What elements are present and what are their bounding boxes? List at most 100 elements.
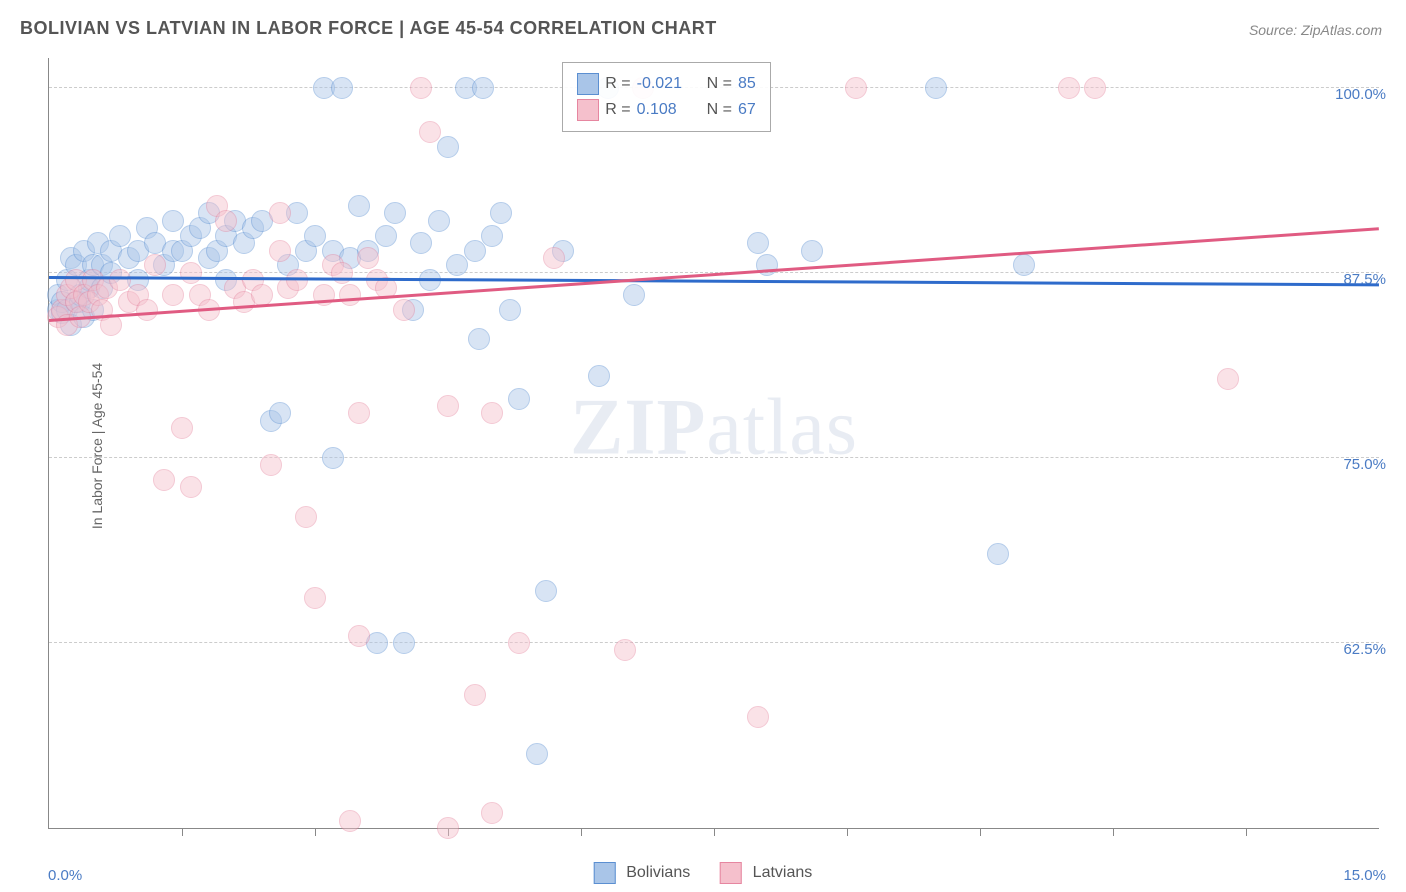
n-value: 67: [738, 101, 756, 119]
r-label: R =: [605, 101, 630, 119]
n-label: N =: [707, 75, 732, 93]
point-bolivian: [410, 232, 432, 254]
point-bolivian: [588, 365, 610, 387]
x-tick: [1246, 828, 1247, 836]
chart-title: BOLIVIAN VS LATVIAN IN LABOR FORCE | AGE…: [20, 18, 717, 39]
n-label: N =: [707, 101, 732, 119]
point-latvian: [269, 240, 291, 262]
bottom-legend: Bolivians Latvians: [594, 862, 813, 884]
point-bolivian: [747, 232, 769, 254]
point-latvian: [171, 417, 193, 439]
point-latvian: [393, 299, 415, 321]
point-latvian: [348, 625, 370, 647]
x-tick: [847, 828, 848, 836]
point-latvian: [295, 506, 317, 528]
legend-swatch: [577, 99, 599, 121]
stats-legend-row: R = -0.021 N = 85: [577, 71, 755, 97]
point-bolivian: [446, 254, 468, 276]
point-latvian: [215, 210, 237, 232]
point-latvian: [269, 202, 291, 224]
point-bolivian: [925, 77, 947, 99]
point-bolivian: [481, 225, 503, 247]
watermark-atlas: atlas: [706, 383, 858, 471]
gridline-h: [49, 642, 1379, 643]
point-latvian: [614, 639, 636, 661]
point-bolivian: [756, 254, 778, 276]
point-latvian: [260, 454, 282, 476]
plot-area: ZIPatlas: [48, 58, 1379, 829]
point-latvian: [508, 632, 530, 654]
source-label: Source: ZipAtlas.com: [1249, 22, 1382, 38]
point-latvian: [845, 77, 867, 99]
point-latvian: [144, 254, 166, 276]
point-latvian: [180, 476, 202, 498]
point-bolivian: [526, 743, 548, 765]
x-tick: [980, 828, 981, 836]
point-bolivian: [1013, 254, 1035, 276]
x-tick: [182, 828, 183, 836]
point-latvian: [304, 587, 326, 609]
n-value: 85: [738, 75, 756, 93]
r-value: 0.108: [637, 101, 691, 119]
chart-container: BOLIVIAN VS LATVIAN IN LABOR FORCE | AGE…: [0, 0, 1406, 892]
point-bolivian: [269, 402, 291, 424]
x-tick: [1113, 828, 1114, 836]
gridline-h: [49, 457, 1379, 458]
x-tick: [581, 828, 582, 836]
r-value: -0.021: [637, 75, 691, 93]
point-latvian: [136, 299, 158, 321]
point-latvian: [410, 77, 432, 99]
stats-legend-row: R = 0.108 N = 67: [577, 97, 755, 123]
y-tick-label: 75.0%: [1343, 456, 1386, 473]
point-latvian: [481, 802, 503, 824]
y-tick-label: 62.5%: [1343, 641, 1386, 658]
point-bolivian: [490, 202, 512, 224]
point-bolivian: [464, 240, 486, 262]
r-label: R =: [605, 75, 630, 93]
x-tick: [315, 828, 316, 836]
point-bolivian: [499, 299, 521, 321]
point-bolivian: [623, 284, 645, 306]
point-latvian: [339, 810, 361, 832]
point-latvian: [437, 817, 459, 839]
point-latvian: [1058, 77, 1080, 99]
legend-swatch-bolivians: [594, 862, 616, 884]
point-bolivian: [468, 328, 490, 350]
point-latvian: [162, 284, 184, 306]
point-latvian: [357, 247, 379, 269]
point-bolivian: [472, 77, 494, 99]
point-latvian: [481, 402, 503, 424]
point-latvian: [180, 262, 202, 284]
point-bolivian: [535, 580, 557, 602]
point-latvian: [747, 706, 769, 728]
point-latvian: [437, 395, 459, 417]
stats-legend: R = -0.021 N = 85 R = 0.108 N = 67: [562, 62, 770, 132]
point-latvian: [153, 469, 175, 491]
point-bolivian: [987, 543, 1009, 565]
legend-item-bolivians: Bolivians: [594, 862, 690, 884]
x-max-label: 15.0%: [1343, 867, 1386, 884]
watermark: ZIPatlas: [570, 382, 858, 473]
point-latvian: [348, 402, 370, 424]
y-tick-label: 100.0%: [1335, 86, 1386, 103]
legend-swatch-latvians: [720, 862, 742, 884]
point-latvian: [339, 284, 361, 306]
point-bolivian: [375, 225, 397, 247]
x-min-label: 0.0%: [48, 867, 82, 884]
y-tick-label: 87.5%: [1343, 271, 1386, 288]
point-latvian: [1217, 368, 1239, 390]
point-latvian: [1084, 77, 1106, 99]
point-latvian: [419, 121, 441, 143]
point-bolivian: [508, 388, 530, 410]
point-bolivian: [437, 136, 459, 158]
point-bolivian: [801, 240, 823, 262]
x-tick: [714, 828, 715, 836]
point-latvian: [543, 247, 565, 269]
watermark-zip: ZIP: [570, 383, 706, 471]
legend-swatch: [577, 73, 599, 95]
legend-item-latvians: Latvians: [720, 862, 812, 884]
point-bolivian: [348, 195, 370, 217]
point-bolivian: [428, 210, 450, 232]
point-bolivian: [393, 632, 415, 654]
legend-label-latvians: Latvians: [753, 864, 813, 881]
